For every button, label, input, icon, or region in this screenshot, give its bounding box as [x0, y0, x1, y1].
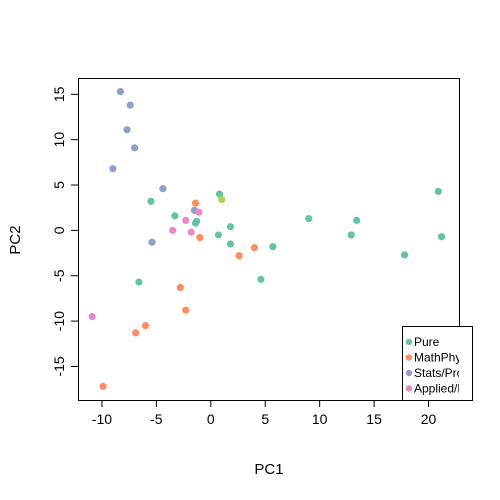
x-tick-label: -5 — [150, 411, 163, 427]
data-point — [141, 322, 150, 330]
legend-marker — [405, 369, 413, 377]
x-tick-label: 10 — [312, 411, 328, 427]
data-point — [218, 195, 226, 204]
data-point — [123, 126, 131, 134]
data-point — [400, 251, 409, 259]
y-axis-title: PC2 — [7, 225, 24, 254]
data-point — [132, 329, 140, 337]
data-point — [169, 226, 177, 234]
data-point — [195, 208, 203, 216]
data-point — [250, 244, 258, 252]
x-axis: -10 -5 0 5 10 15 20 — [92, 400, 437, 427]
legend-box — [402, 326, 473, 401]
data-point — [187, 228, 195, 236]
data-point — [159, 185, 167, 193]
data-point — [176, 283, 184, 292]
x-axis-title: PC1 — [254, 461, 283, 478]
x-tick-label: 0 — [207, 411, 215, 427]
data-point — [226, 240, 234, 248]
y-tick-label: -10 — [51, 311, 67, 331]
plot-frame — [78, 78, 460, 401]
x-tick-label: 20 — [421, 411, 437, 427]
y-tick-label: -15 — [51, 356, 67, 376]
y-tick-label: 15 — [51, 86, 67, 102]
x-tick-label: -10 — [92, 411, 112, 427]
data-point — [148, 238, 156, 246]
legend-label: Applied/Math — [414, 382, 484, 396]
data-point — [135, 278, 143, 286]
data-point — [347, 231, 355, 239]
data-point — [215, 190, 224, 198]
legend-marker — [405, 385, 413, 392]
data-point — [182, 216, 190, 225]
data-point — [257, 275, 265, 283]
data-point — [269, 243, 277, 251]
legend-marker — [405, 354, 413, 361]
data-point — [147, 197, 155, 205]
legend-label: Pure — [414, 335, 440, 349]
data-point — [131, 144, 139, 152]
legend-marker — [405, 338, 413, 346]
data-point — [196, 234, 204, 242]
data-point — [353, 216, 361, 225]
data-point — [305, 214, 313, 223]
data-point — [182, 306, 190, 314]
x-tick-label: 15 — [366, 411, 382, 427]
data-points-layer — [88, 88, 446, 390]
data-point — [226, 223, 234, 231]
x-tick-label: 5 — [261, 411, 269, 427]
data-point — [434, 187, 442, 195]
y-axis: -15 -10 -5 0 5 10 15 — [51, 86, 78, 377]
legend-label: MathPhys — [414, 351, 467, 365]
legend-label: Stats/Prob — [414, 366, 470, 380]
data-point — [193, 217, 201, 225]
data-point — [214, 231, 223, 239]
data-point — [191, 199, 200, 207]
data-point — [126, 101, 134, 109]
y-tick-label: 0 — [51, 226, 67, 234]
y-tick-label: 10 — [51, 132, 67, 148]
data-point — [99, 382, 107, 390]
data-point — [171, 212, 179, 220]
data-point — [116, 88, 125, 96]
data-point — [235, 252, 243, 260]
data-point — [88, 312, 96, 321]
data-point — [437, 233, 446, 241]
y-tick-label: 5 — [51, 181, 67, 189]
data-point — [109, 165, 117, 173]
y-tick-label: -5 — [51, 269, 67, 282]
